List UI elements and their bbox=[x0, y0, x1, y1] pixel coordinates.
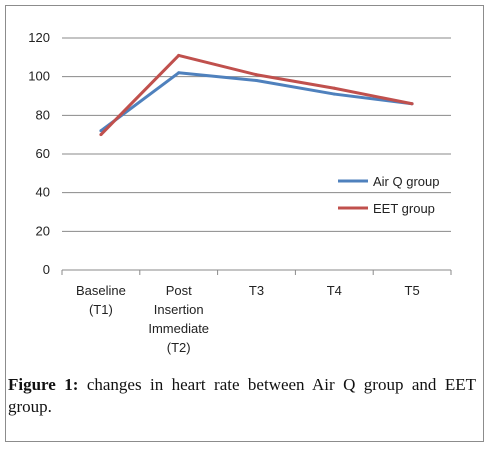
x-axis-ticks: Baseline (T1) Post Insertion Immediate (T2) T3… bbox=[76, 283, 420, 355]
y-tick-label: 0 bbox=[43, 262, 50, 277]
caption-label: Figure 1: bbox=[8, 375, 79, 394]
data-point bbox=[410, 102, 414, 106]
gridlines bbox=[62, 37, 451, 271]
y-tick-label: 40 bbox=[36, 185, 50, 200]
data-point bbox=[332, 86, 336, 90]
y-tick-label: 80 bbox=[36, 107, 50, 122]
data-point bbox=[177, 53, 181, 57]
x-tick-label: Post Insertion Immediate (T2) bbox=[148, 283, 209, 355]
data-point bbox=[99, 133, 103, 137]
caption-text: changes in heart rate between Air Q grou… bbox=[8, 375, 476, 416]
y-tick-label: 100 bbox=[28, 69, 50, 84]
data-point bbox=[332, 92, 336, 96]
line-chart: 0 20 40 60 80 100 120 Baseline (T1) Post Insertio… bbox=[28, 30, 452, 355]
x-axis bbox=[61, 269, 452, 275]
data-point bbox=[255, 73, 258, 77]
series-lines bbox=[99, 53, 414, 137]
data-point bbox=[99, 129, 103, 133]
data-point bbox=[255, 79, 258, 83]
x-tick-label: T5 bbox=[405, 283, 420, 298]
figure-caption: Figure 1: changes in heart rate between … bbox=[8, 374, 476, 418]
y-tick-label: 120 bbox=[28, 30, 50, 45]
x-tick-label: T4 bbox=[327, 283, 342, 298]
legend: Air Q group EET group bbox=[338, 174, 439, 216]
x-tick-label: T3 bbox=[249, 283, 264, 298]
data-point bbox=[177, 71, 181, 75]
y-tick-label: 20 bbox=[36, 223, 50, 238]
y-tick-label: 60 bbox=[36, 146, 50, 161]
x-tick-label: Baseline (T1) bbox=[76, 283, 126, 317]
legend-label: Air Q group bbox=[373, 174, 439, 189]
y-axis-ticks: 0 20 40 60 80 100 120 bbox=[28, 30, 50, 277]
legend-label: EET group bbox=[373, 201, 435, 216]
